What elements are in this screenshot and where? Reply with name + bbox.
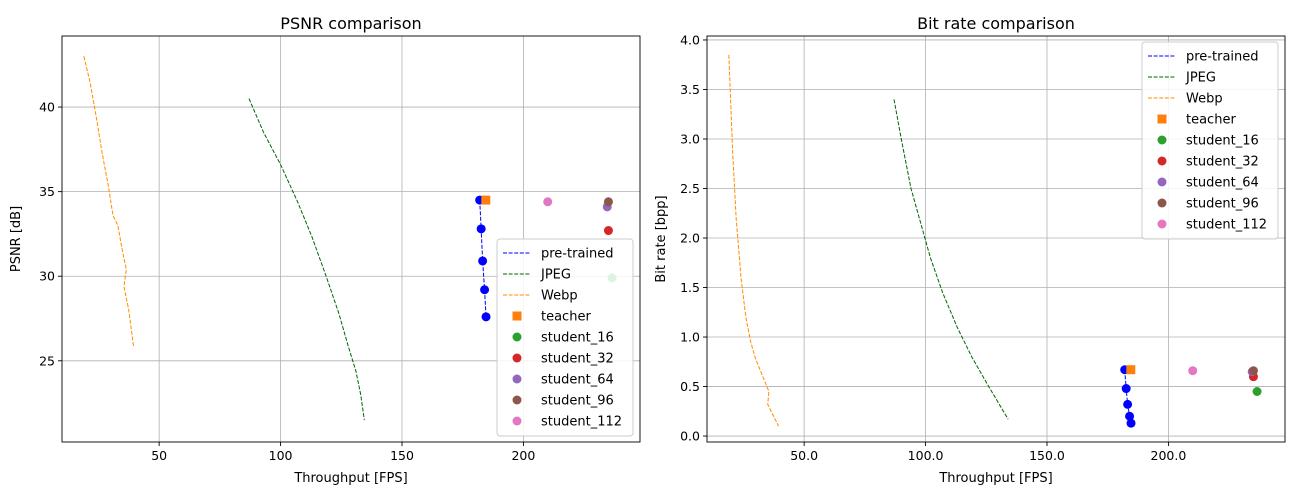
- chart-title: Bit rate comparison: [917, 14, 1075, 33]
- series-line-Webp: [728, 54, 780, 427]
- chart-title: PSNR comparison: [280, 14, 421, 33]
- y-tick-label: 40: [39, 100, 55, 115]
- legend-label-student_64: student_64: [541, 373, 614, 388]
- x-tick-label: 50: [151, 448, 167, 463]
- legend-label-Webp: Webp: [1186, 92, 1223, 107]
- y-tick-label: 0.5: [680, 379, 700, 394]
- legend-label-student_32: student_32: [1186, 155, 1259, 170]
- data-point-teacher: [481, 195, 491, 205]
- data-point-student_112: [543, 197, 553, 207]
- data-point-pre-trained: [478, 256, 488, 266]
- legend-label-pre-trained: pre-trained: [1186, 50, 1259, 65]
- x-tick-label: 100.0: [908, 448, 944, 463]
- legend-swatch-student_96: [512, 395, 522, 405]
- data-point-teacher: [1126, 365, 1136, 375]
- legend-swatch-student_16: [512, 332, 522, 342]
- plot-frame: [61, 35, 641, 443]
- x-tick-label: 150.0: [1029, 448, 1065, 463]
- x-tick-label: 50.0: [790, 448, 818, 463]
- legend-swatch-student_16: [1157, 135, 1167, 145]
- legend-label-student_16: student_16: [541, 331, 614, 346]
- y-tick-label: 1.0: [680, 330, 700, 345]
- chart-2: 50.0 100.0 150.0 200.0 0.0 0.5 1.0 1.5 2.0 2.5 3.0…: [654, 14, 1286, 486]
- legend-label-student_96: student_96: [1186, 197, 1259, 212]
- legend: pre-trained JPEG Webp teacher student_16stud…: [1141, 41, 1279, 240]
- y-tick-label: 4.0: [680, 32, 700, 47]
- legend-label-student_32: student_32: [541, 352, 614, 367]
- data-point-student_112: [1188, 366, 1198, 376]
- y-tick-label: 0.0: [680, 429, 700, 444]
- y-tick-label: 1.5: [680, 280, 700, 295]
- legend-swatch-student_32: [512, 353, 522, 363]
- legend-label-pre-trained: pre-trained: [541, 247, 614, 262]
- data-point-pre-trained: [1126, 418, 1136, 428]
- series-line-JPEG: [248, 98, 365, 421]
- series-line-Webp: [83, 56, 135, 348]
- legend-swatch-teacher: [512, 311, 522, 321]
- y-axis-label: PSNR [dB]: [9, 206, 24, 272]
- legend-swatch-student_112: [512, 416, 522, 426]
- legend-label-JPEG: JPEG: [540, 268, 571, 283]
- y-tick-label: 30: [39, 269, 55, 284]
- y-tick-label: 2.5: [680, 181, 700, 196]
- y-tick-label: 3.0: [680, 131, 700, 146]
- data-point-pre-trained: [1125, 411, 1135, 421]
- legend-label-JPEG: JPEG: [1185, 71, 1216, 86]
- data-point-student_96: [603, 197, 613, 207]
- legend-label-student_112: student_112: [1186, 218, 1267, 233]
- x-tick-label: 200.0: [1151, 448, 1187, 463]
- data-point-pre-trained: [481, 312, 491, 322]
- legend-swatch-student_32: [1157, 156, 1167, 166]
- legend-box: [496, 238, 634, 437]
- data-point-pre-trained: [480, 285, 490, 295]
- chart-1: 50 100 150 200 25 30 35 40 PSNR comparison Throug…: [9, 14, 641, 486]
- data-point-student_96: [1248, 366, 1258, 376]
- legend: pre-trained JPEG Webp teacher student_16stud…: [496, 238, 634, 437]
- y-tick-label: 3.5: [680, 82, 700, 97]
- legend-swatch-student_96: [1157, 198, 1167, 208]
- x-tick-label: 100: [269, 448, 293, 463]
- x-axis-label: Throughput [FPS]: [938, 471, 1052, 486]
- x-axis-label: Throughput [FPS]: [293, 471, 407, 486]
- legend-label-teacher: teacher: [541, 310, 591, 325]
- series-line-pre-trained: [479, 200, 487, 317]
- legend-label-student_96: student_96: [541, 394, 614, 409]
- legend-label-teacher: teacher: [1186, 113, 1236, 128]
- legend-swatch-teacher: [1157, 114, 1167, 124]
- data-point-pre-trained: [476, 224, 486, 234]
- y-tick-label: 25: [39, 353, 55, 368]
- y-tick-label: 2.0: [680, 231, 700, 246]
- x-tick-label: 150: [390, 448, 414, 463]
- legend-label-student_16: student_16: [1186, 134, 1259, 149]
- legend-swatch-student_112: [1157, 219, 1167, 229]
- x-tick-label: 200: [511, 448, 535, 463]
- plot-frame: [706, 35, 1286, 443]
- legend-label-student_112: student_112: [541, 415, 622, 430]
- data-point-student_32: [603, 226, 613, 236]
- y-axis-label: Bit rate [bpp]: [654, 195, 669, 282]
- data-point-pre-trained: [1123, 399, 1133, 409]
- data-point-pre-trained: [1121, 384, 1131, 394]
- legend-swatch-student_64: [1157, 177, 1167, 187]
- legend-label-student_64: student_64: [1186, 176, 1259, 191]
- legend-swatch-student_64: [512, 374, 522, 384]
- legend-label-Webp: Webp: [541, 289, 578, 304]
- series-line-JPEG: [893, 99, 1009, 420]
- y-tick-label: 35: [39, 184, 55, 199]
- data-point-student_16: [1252, 386, 1262, 396]
- legend-box: [1141, 41, 1279, 240]
